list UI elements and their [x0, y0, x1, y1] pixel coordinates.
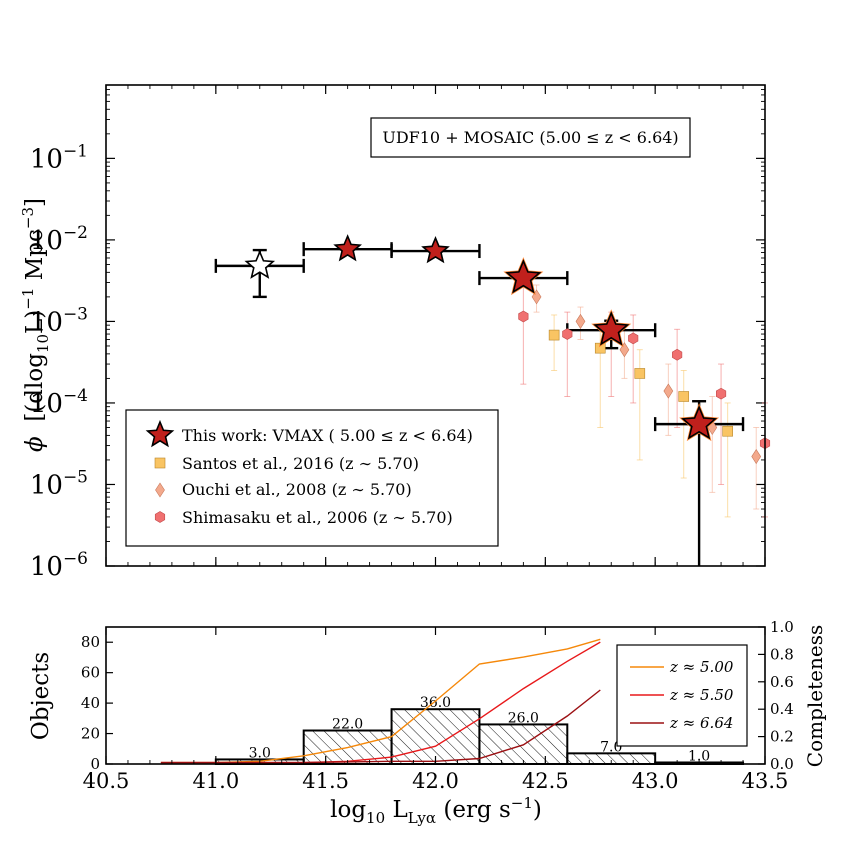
completeness-axis-label: Completeness — [803, 625, 827, 767]
histogram-count-label: 22.0 — [332, 717, 363, 733]
x-axis-label: log10 LLyα (erg s−1) — [330, 794, 542, 827]
completeness-line — [160, 638, 601, 764]
y-left-tick-label: 80 — [81, 633, 100, 651]
y-right-tick-label: 1.0 — [770, 618, 794, 636]
x-tick-label: 40.5 — [83, 769, 130, 793]
annotation-text: UDF10 + MOSAIC (5.00 ≤ z < 6.64) — [382, 128, 678, 147]
legend-z500: z ≈ 5.00 — [669, 658, 734, 676]
ouchi-point — [575, 313, 586, 329]
santos-point — [548, 329, 560, 341]
legend-z550: z ≈ 5.50 — [669, 686, 734, 704]
y-right-tick-label: 0.8 — [770, 645, 794, 663]
shimasaku-point — [672, 348, 683, 361]
bottom-tick-labels: 40.5 41.0 41.5 42.0 42.5 43.0 43.5 0 20 40 60 80 0.0… — [81, 618, 794, 793]
ouchi-point — [663, 383, 674, 399]
y-tick-label: 10−4 — [30, 386, 88, 419]
x-tick-label: 43.0 — [632, 769, 679, 793]
this-work-point — [505, 259, 542, 294]
legend-label-ouchi: Ouchi et al., 2008 (z ∼ 5.70) — [182, 480, 412, 499]
this-work-point — [680, 405, 718, 440]
shimasaku-point — [628, 332, 639, 345]
bottom-plot-frame — [105, 626, 766, 765]
santos-point — [678, 391, 690, 402]
histogram-panel: 3.022.036.026.07.01.0 40.5 41.0 41.5 42.0 42… — [28, 618, 827, 827]
legend-label-shimasaku: Shimasaku et al., 2006 (z ∼ 5.70) — [182, 508, 453, 527]
top-y-axis-label: ϕ [(dlog10L)−1 Mpc−3] — [19, 198, 52, 452]
shimasaku-point — [562, 328, 573, 340]
top-y-tick-labels: 10−1 10−2 10−3 10−4 10−5 10−6 — [30, 141, 88, 582]
santos-point — [722, 425, 733, 437]
this-work-point — [333, 234, 362, 262]
x-tick-label: 42.0 — [412, 769, 459, 793]
objects-axis-label: Objects — [28, 652, 54, 740]
shimasaku-point — [518, 310, 529, 323]
y-right-tick-label: 0.2 — [770, 728, 794, 746]
histogram-count-label: 1.0 — [688, 748, 710, 764]
top-plot-frame — [105, 84, 766, 567]
legend-label-santos: Santos et al., 2016 (z ∼ 5.70) — [182, 454, 419, 473]
luminosity-function-panel: 10−1 10−2 10−3 10−4 10−5 10−6 UDF10 + MOSAIC … — [19, 84, 771, 582]
y-tick-label: 10−5 — [30, 467, 88, 500]
y-left-tick-label: 20 — [81, 725, 100, 743]
y-left-tick-label: 60 — [81, 664, 100, 682]
this-work-point-hollow — [244, 249, 276, 279]
histogram-count-label: 36.0 — [420, 695, 451, 711]
x-tick-label: 43.5 — [742, 769, 789, 793]
histogram-count-label: 26.0 — [508, 710, 539, 726]
y-tick-label: 10−2 — [30, 223, 88, 256]
legend-hexagon-marker — [154, 511, 166, 523]
y-left-tick-label: 0 — [90, 755, 100, 773]
y-tick-label: 10−6 — [30, 549, 88, 582]
legend-square-marker — [154, 457, 166, 469]
legend-star-marker — [145, 419, 175, 448]
annotation-box: UDF10 + MOSAIC (5.00 ≤ z < 6.64) — [370, 117, 691, 158]
legend-diamond-marker — [155, 482, 165, 498]
x-tick-label: 41.5 — [302, 769, 349, 793]
y-right-tick-label: 0.0 — [770, 755, 794, 773]
histogram-count-label: 3.0 — [249, 745, 271, 761]
y-right-tick-label: 0.4 — [770, 700, 794, 718]
this-work-point — [421, 235, 450, 264]
completeness-legend-lines — [630, 666, 664, 724]
legend-label-this-work: This work: VMAX ( 5.00 ≤ z < 6.64) — [182, 426, 473, 445]
y-tick-label: 10−1 — [30, 141, 88, 174]
y-left-tick-label: 40 — [81, 694, 100, 712]
completeness-legend: z ≈ 5.00 z ≈ 5.50 z ≈ 6.64 — [616, 644, 748, 747]
santos-point — [634, 368, 646, 379]
x-tick-label: 41.0 — [192, 769, 239, 793]
y-tick-label: 10−3 — [30, 304, 88, 337]
shimasaku-point — [715, 387, 727, 400]
ouchi-point — [751, 449, 762, 465]
x-tick-label: 42.5 — [522, 769, 569, 793]
legend-z664: z ≈ 6.64 — [669, 714, 733, 732]
histogram-bar — [390, 708, 481, 766]
this-work-point — [593, 311, 630, 346]
markers-group — [244, 234, 771, 465]
top-legend: This work: VMAX ( 5.00 ≤ z < 6.64) Santo… — [125, 409, 499, 547]
legend-markers — [145, 419, 175, 523]
y-right-tick-label: 0.6 — [770, 673, 794, 691]
